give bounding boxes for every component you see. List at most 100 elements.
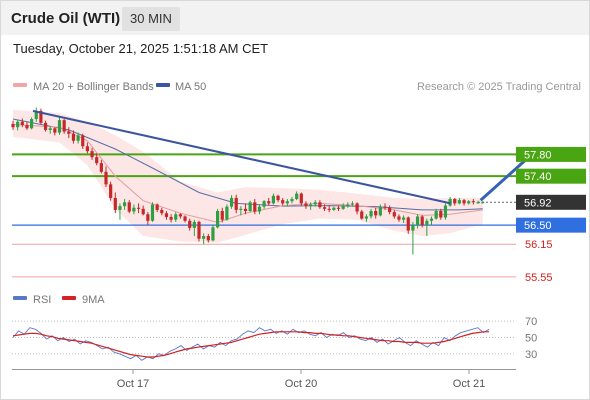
candle-body	[11, 123, 15, 128]
candle-body	[304, 203, 308, 207]
candle-body	[336, 207, 341, 209]
current-price-tag	[516, 194, 586, 210]
candle-body	[420, 216, 424, 226]
candle-body	[471, 201, 475, 203]
candle-body	[439, 211, 443, 218]
candle-body	[364, 216, 368, 219]
candle-body	[53, 128, 57, 133]
candle-body	[476, 202, 480, 204]
candle-body	[327, 208, 331, 210]
candles	[11, 107, 485, 255]
candle-body	[202, 236, 206, 239]
time-tick-label: Oct 20	[285, 378, 317, 390]
candle-body	[309, 204, 313, 207]
instrument-title: Crude Oil (WTI)	[11, 10, 121, 27]
candle-body	[81, 135, 85, 147]
candle-body	[164, 213, 169, 217]
candle-body	[229, 197, 234, 207]
candle-body	[150, 204, 155, 221]
candle-body	[374, 211, 378, 216]
pivot-tag-label: 56.50	[524, 220, 552, 232]
candle-body	[25, 125, 29, 129]
candle-body	[267, 201, 271, 204]
rsi-ma-legend-label: 9MA	[82, 294, 105, 306]
candle-body	[197, 221, 201, 239]
candle-body	[39, 110, 43, 123]
candle-body	[188, 220, 192, 228]
rsi-tick-label: 50	[525, 332, 537, 344]
current-price-tag-label: 56.92	[524, 197, 552, 209]
candle-body	[295, 193, 299, 200]
rsi-tick-label: 30	[525, 349, 537, 361]
candle-body	[62, 120, 66, 132]
candle-body	[388, 207, 392, 213]
candle-body	[76, 135, 80, 141]
candle-body	[155, 204, 159, 210]
candle-body	[281, 200, 285, 204]
interval-button[interactable]: 30 MIN	[122, 7, 180, 31]
candle-body	[332, 207, 336, 210]
candle-body	[136, 207, 141, 209]
forecast-arrow-shaft	[479, 159, 527, 202]
candle-body	[169, 216, 173, 220]
rsi-tick-label: 70	[525, 316, 537, 328]
support-label: 56.15	[525, 239, 553, 251]
candle-body	[457, 200, 461, 204]
candle-body	[113, 197, 117, 210]
candle-body	[206, 236, 210, 241]
time-tick-label: Oct 17	[117, 378, 149, 390]
candle-body	[99, 163, 103, 172]
candle-body	[402, 217, 406, 220]
candle-body	[429, 218, 434, 221]
candle-body	[434, 211, 438, 219]
bollinger-legend-swatch	[13, 83, 27, 87]
candle-body	[20, 121, 24, 126]
rsi-legend-swatch	[13, 296, 27, 300]
time-tick-label: Oct 21	[453, 378, 485, 390]
candle-body	[43, 122, 48, 130]
candle-body	[378, 206, 382, 216]
pivot-tag	[516, 217, 586, 233]
candle-body	[127, 202, 131, 212]
candle-body	[174, 214, 178, 220]
candle-body	[16, 121, 20, 128]
candle-body	[318, 202, 322, 208]
candle-body	[95, 157, 99, 164]
resistance-tag	[516, 146, 586, 162]
candle-body	[48, 128, 52, 130]
rsi-ma-legend-swatch	[62, 296, 76, 300]
candle-body	[397, 216, 401, 220]
candle-body	[392, 212, 396, 217]
candle-body	[248, 202, 252, 211]
rsi-panel: 70 50 30	[12, 316, 537, 361]
rsi-legend-label: RSI	[33, 294, 51, 306]
candle-body	[355, 203, 359, 212]
candle-body	[467, 201, 471, 204]
rsi-ma-line	[12, 331, 489, 358]
candle-body	[350, 203, 355, 205]
candle-body	[443, 205, 448, 218]
resistance-tag-label: 57.40	[524, 171, 552, 183]
bollinger-legend-label: MA 20 + Bollinger Bands	[33, 81, 154, 93]
key-levels	[12, 153, 516, 278]
candle-body	[71, 133, 76, 141]
credit-label: Research © 2025 Trading Central	[417, 81, 581, 93]
candle-body	[411, 225, 415, 231]
candle-body	[369, 211, 373, 217]
candle-body	[109, 184, 113, 198]
candle-body	[257, 206, 262, 212]
candle-body	[346, 204, 350, 206]
candle-body	[243, 208, 248, 211]
resistance-tag-label: 57.80	[524, 149, 552, 161]
candle-body	[271, 195, 275, 204]
candle-body	[192, 221, 196, 228]
candle-body	[262, 201, 266, 207]
support-label: 55.55	[525, 272, 553, 284]
candle-body	[322, 207, 327, 209]
candle-body	[285, 201, 289, 204]
candle-body	[341, 205, 345, 209]
rsi-line	[12, 327, 490, 361]
candle-body	[216, 211, 220, 228]
candle-body	[299, 193, 303, 204]
